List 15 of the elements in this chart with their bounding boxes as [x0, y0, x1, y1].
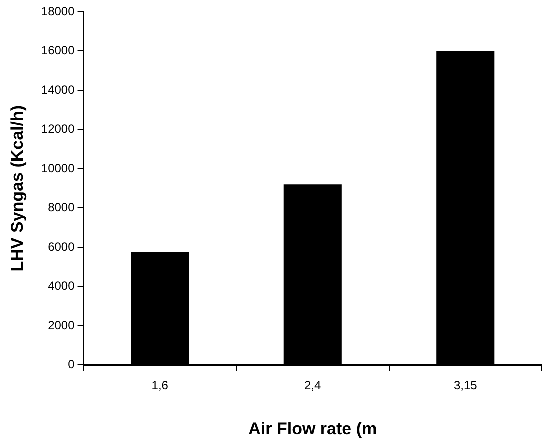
x-tick-label: 3,15 — [454, 378, 478, 393]
y-axis-title: LHV Syngas (Kcal/h) — [8, 105, 27, 272]
y-tick-label: 2000 — [48, 318, 76, 332]
y-tick-label: 10000 — [41, 161, 76, 176]
y-tick-label: 4000 — [48, 279, 76, 294]
y-tick-label: 18000 — [41, 4, 76, 18]
x-axis-title: Air Flow rate (m — [248, 419, 378, 438]
y-tick-label: 0 — [68, 358, 76, 372]
y-tick-label: 6000 — [48, 240, 76, 254]
y-tick-label: 8000 — [48, 200, 76, 215]
y-tick-label: 14000 — [41, 82, 76, 97]
y-tick-label: 16000 — [41, 44, 76, 58]
y-tick-label: 12000 — [41, 122, 76, 136]
x-tick-label: 2,4 — [304, 378, 322, 393]
x-tick-label: 1,6 — [152, 378, 169, 393]
